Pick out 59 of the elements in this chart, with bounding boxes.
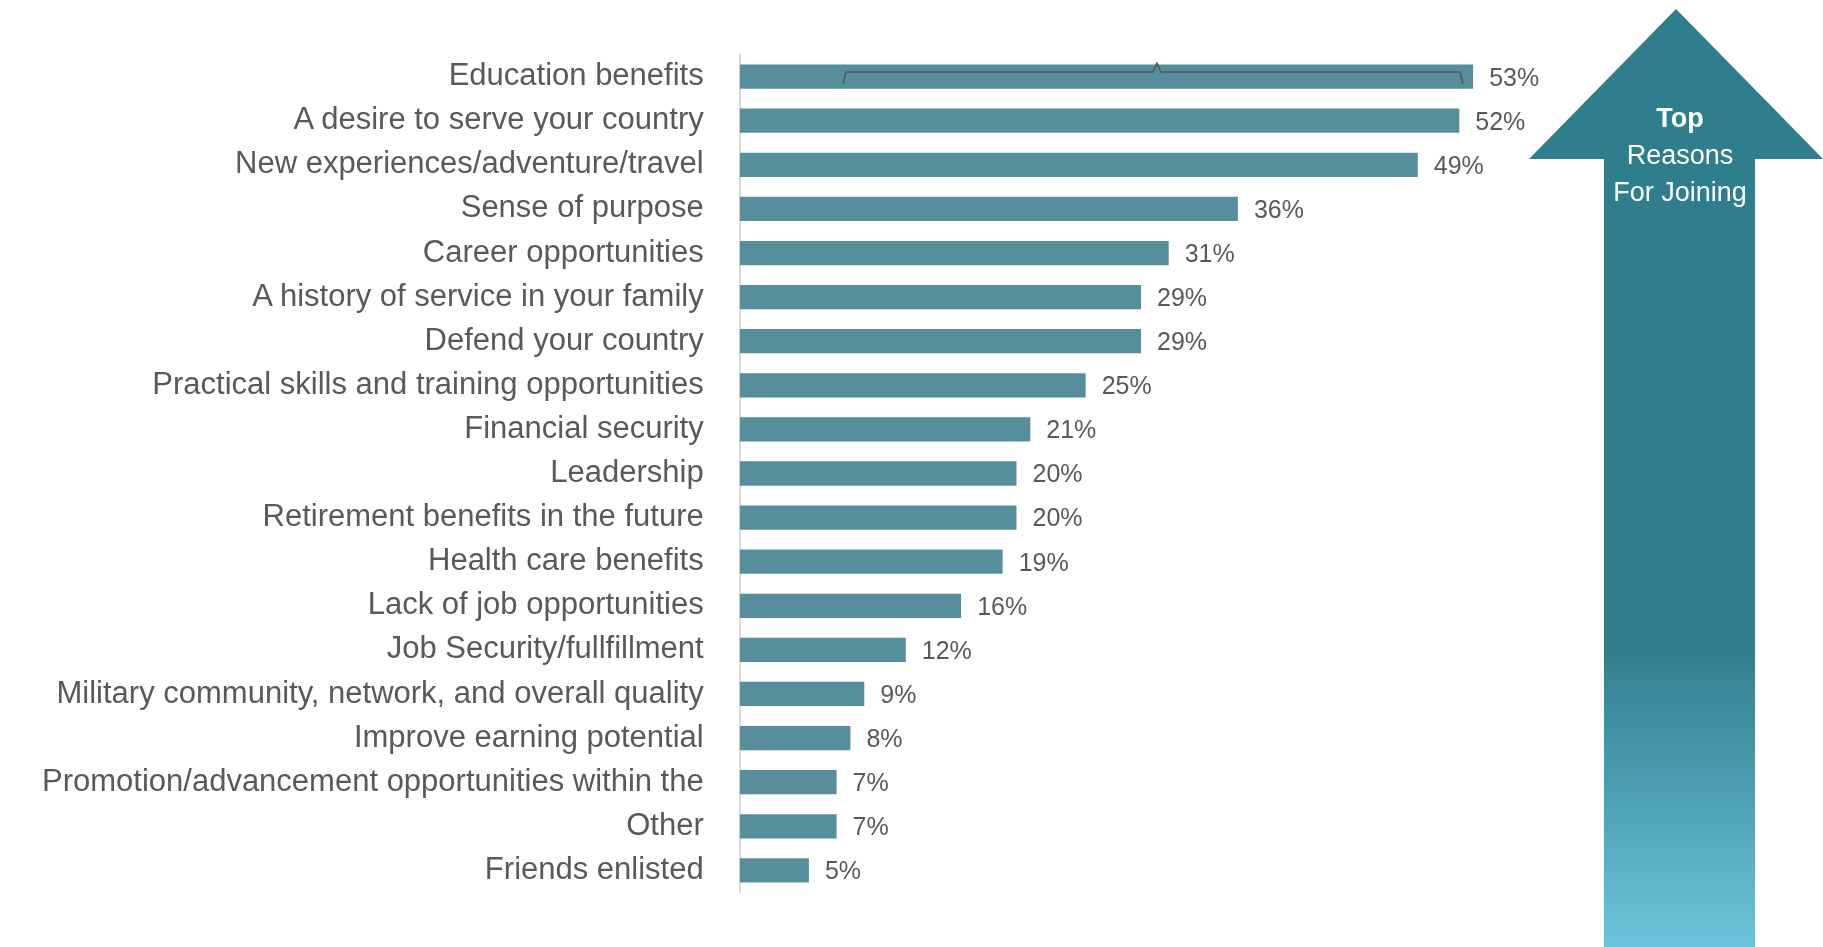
y-tick-label: Friends enlisted bbox=[484, 850, 704, 886]
bar bbox=[739, 637, 906, 663]
bar bbox=[739, 858, 809, 883]
data-label: 29% bbox=[1157, 283, 1208, 312]
data-label: 12% bbox=[921, 635, 972, 664]
bar bbox=[739, 152, 1418, 177]
y-tick-label: Sense of purpose bbox=[460, 189, 704, 225]
bar bbox=[739, 108, 1460, 133]
data-label: 29% bbox=[1157, 327, 1208, 356]
bar bbox=[739, 681, 865, 707]
bar bbox=[739, 196, 1238, 222]
data-label: 8% bbox=[866, 723, 903, 752]
y-tick-label: Financial security bbox=[464, 409, 705, 445]
y-tick-label: Military community, network, and overall quality bbox=[56, 674, 705, 710]
y-tick-label: Defend your country bbox=[424, 321, 705, 357]
bar bbox=[739, 725, 851, 751]
data-label: 5% bbox=[824, 856, 862, 885]
data-label: 16% bbox=[977, 591, 1028, 620]
data-label: 9% bbox=[880, 679, 917, 708]
y-tick-label: Health care benefits bbox=[428, 542, 704, 578]
bar bbox=[739, 549, 1003, 574]
bar bbox=[739, 64, 1474, 89]
bar bbox=[739, 505, 1017, 530]
bar bbox=[739, 461, 1017, 486]
data-label: 36% bbox=[1253, 194, 1304, 223]
y-tick-label: Retirement benefits in the future bbox=[262, 498, 704, 534]
y-tick-label: Education benefits bbox=[448, 57, 704, 93]
text: Reasons For Joining bbox=[1612, 139, 1748, 209]
y-tick-label: Job Security/fullfillment bbox=[386, 630, 705, 666]
data-label: 21% bbox=[1046, 415, 1097, 444]
y-tick-label: A history of service in your family bbox=[252, 277, 705, 313]
y-tick-label: Career opportunities bbox=[422, 233, 704, 269]
y-tick-label: New experiences/adventure/travel bbox=[235, 145, 704, 181]
bar bbox=[739, 814, 837, 839]
data-label: 19% bbox=[1018, 547, 1069, 576]
bar bbox=[739, 285, 1142, 310]
bar bbox=[739, 329, 1142, 354]
bar bbox=[739, 240, 1169, 266]
bar bbox=[739, 417, 1031, 442]
text: Top bbox=[1655, 102, 1705, 135]
data-label: 31% bbox=[1184, 238, 1235, 267]
y-tick-label: Lack of job opportunities bbox=[367, 586, 704, 622]
data-label: 20% bbox=[1032, 459, 1083, 488]
bar bbox=[739, 770, 837, 795]
bar bbox=[739, 593, 962, 618]
data-label: 52% bbox=[1475, 106, 1526, 135]
y-tick-label: Practical skills and training opportunities bbox=[152, 365, 704, 401]
y-tick-label: Other bbox=[626, 806, 704, 842]
data-label: 7% bbox=[852, 812, 889, 841]
bar bbox=[739, 373, 1086, 398]
y-tick-label: Improve earning potential bbox=[353, 718, 704, 754]
y-tick-label: Leadership bbox=[550, 454, 704, 490]
data-label: 49% bbox=[1433, 150, 1484, 179]
data-label: 53% bbox=[1489, 62, 1540, 91]
y-tick-label: A desire to serve your country bbox=[293, 101, 705, 137]
y-tick-label: Promotion/advancement opportunities within the bbox=[42, 762, 704, 798]
data-label: 7% bbox=[852, 768, 889, 797]
data-label: 25% bbox=[1101, 371, 1152, 400]
data-label: 20% bbox=[1032, 503, 1083, 532]
